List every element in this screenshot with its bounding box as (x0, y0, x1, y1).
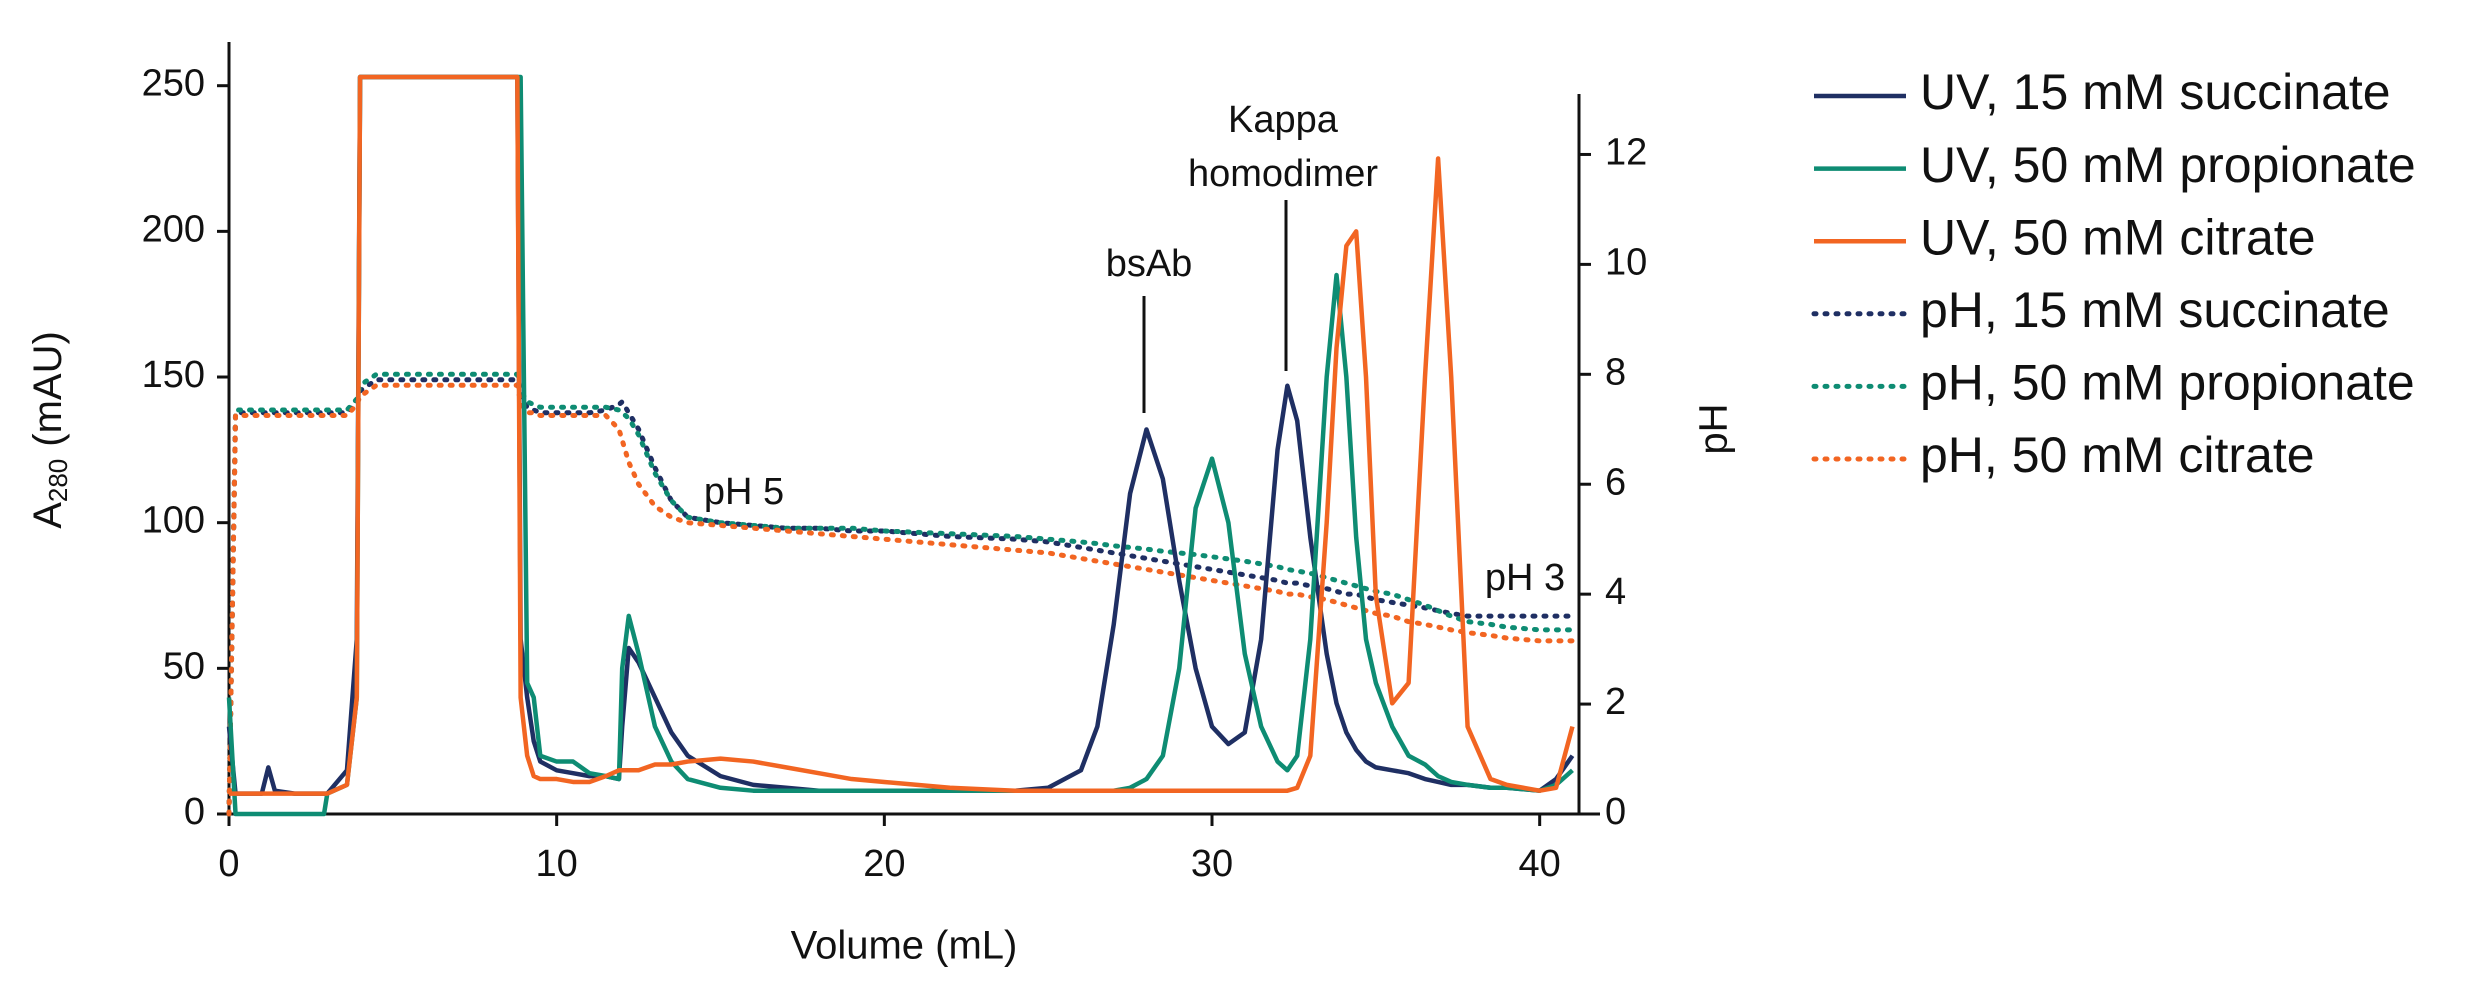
y2-tick-label: 0 (1605, 791, 1626, 833)
y2-tick-label: 2 (1605, 681, 1626, 723)
y2-tick-label: 8 (1605, 351, 1626, 393)
x-axis-title: Volume (mL) (791, 924, 1018, 968)
legend-label: UV, 50 mM propionate (1920, 137, 2416, 193)
y-tick-label: 200 (142, 208, 205, 250)
annotation: bsAb (1106, 243, 1193, 285)
y-tick-label: 150 (142, 354, 205, 396)
legend-label: UV, 15 mM succinate (1920, 64, 2391, 120)
annotation: Kappa (1228, 99, 1339, 141)
y2-tick-label: 6 (1605, 461, 1626, 503)
annotation: homodimer (1188, 153, 1378, 195)
y-tick-label: 250 (142, 63, 205, 105)
legend-label: pH, 15 mM succinate (1920, 282, 2390, 338)
x-tick-label: 0 (218, 843, 239, 885)
y2-axis-title: pH (1692, 403, 1736, 454)
y-axis-title-subscript: 280 (43, 459, 73, 502)
y-axis-title-main: A (26, 502, 70, 529)
legend-label: UV, 50 mM citrate (1920, 209, 2316, 265)
y-tick-label: 100 (142, 500, 205, 542)
y-tick-label: 50 (163, 645, 205, 687)
y2-tick-label: 4 (1605, 571, 1626, 613)
y-axis-title: A280 (mAU) (26, 331, 73, 529)
x-tick-label: 10 (536, 843, 578, 885)
annotation: pH 3 (1485, 557, 1565, 599)
x-tick-label: 30 (1191, 843, 1233, 885)
x-tick-label: 40 (1519, 843, 1561, 885)
y-axis-title-unit: (mAU) (26, 331, 70, 447)
annotation: pH 5 (704, 471, 784, 513)
x-tick-label: 20 (863, 843, 905, 885)
legend-label: pH, 50 mM citrate (1920, 427, 2315, 483)
y2-tick-label: 12 (1605, 131, 1647, 173)
y2-tick-label: 10 (1605, 241, 1647, 283)
data-line (229, 74, 1575, 796)
legend-label: pH, 50 mM propionate (1920, 355, 2415, 411)
y-tick-label: 0 (184, 791, 205, 833)
